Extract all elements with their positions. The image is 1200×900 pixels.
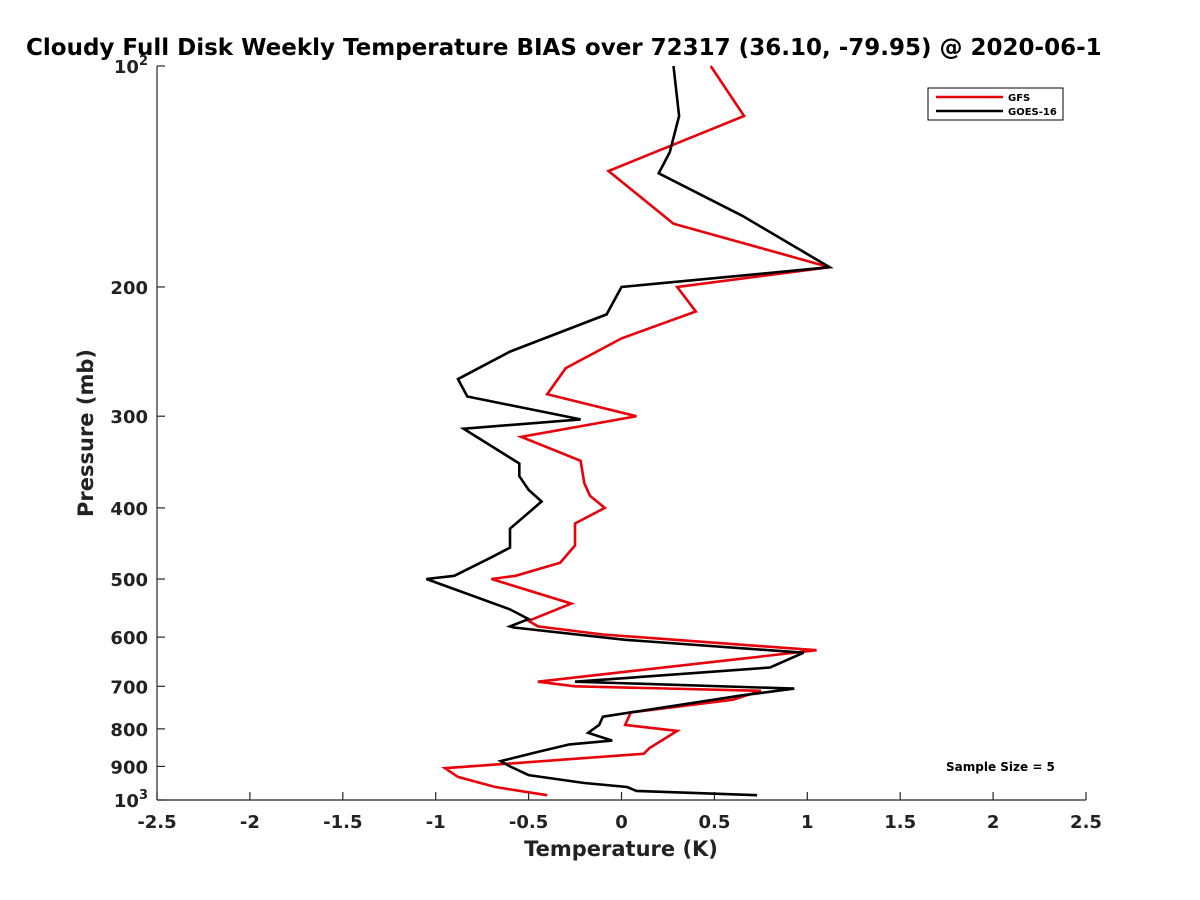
- x-tick-label: 0: [615, 812, 628, 833]
- y-tick-label: 700: [110, 677, 148, 698]
- x-tick-label: 2.5: [1070, 812, 1102, 833]
- legend-label-goes-16: GOES-16: [1008, 107, 1057, 118]
- y-tick-label: 500: [110, 570, 148, 591]
- x-tick-label: 0.5: [698, 812, 730, 833]
- plot-area: [156, 66, 1086, 801]
- series-line-gfs: [441, 65, 830, 797]
- y-tick-label: 600: [110, 628, 148, 649]
- x-tick-label: -0.5: [509, 812, 548, 833]
- legend-label-gfs: GFS: [1008, 93, 1030, 104]
- x-axis-label: Temperature (K): [524, 837, 718, 861]
- legend: GFS GOES-16: [927, 87, 1064, 121]
- sample-size-annotation: Sample Size = 5: [946, 760, 1055, 774]
- legend-box: [927, 87, 1064, 121]
- series-lines: [425, 65, 834, 797]
- x-tick-label: -1.5: [323, 812, 362, 833]
- x-tick-label: -1: [426, 812, 446, 833]
- x-tick-label: -2: [240, 812, 260, 833]
- x-tick-label: 1.5: [884, 812, 916, 833]
- y-tick-label: 103: [114, 788, 148, 812]
- y-tick-label: 400: [110, 499, 148, 520]
- x-tick-label: -2.5: [137, 812, 176, 833]
- y-tick-label: 900: [110, 757, 148, 778]
- y-tick-label: 102: [114, 54, 148, 78]
- x-ticks: -2.5 -2 -1.5 -1 -0.5 0 0.5 1 1.5 2 2.5: [137, 792, 1102, 833]
- y-axis-label: Pressure (mb): [74, 349, 98, 517]
- x-tick-label: 2: [987, 812, 1000, 833]
- y-tick-label: 800: [110, 720, 148, 741]
- y-ticks: 102 200 300 400 500 600 700 800 900 103: [110, 54, 165, 812]
- x-tick-label: 1: [801, 812, 814, 833]
- y-tick-label: 300: [110, 407, 148, 428]
- chart-title: Cloudy Full Disk Weekly Temperature BIAS…: [26, 35, 1102, 61]
- y-tick-label: 200: [110, 278, 148, 299]
- series-line-goes-16: [425, 65, 834, 797]
